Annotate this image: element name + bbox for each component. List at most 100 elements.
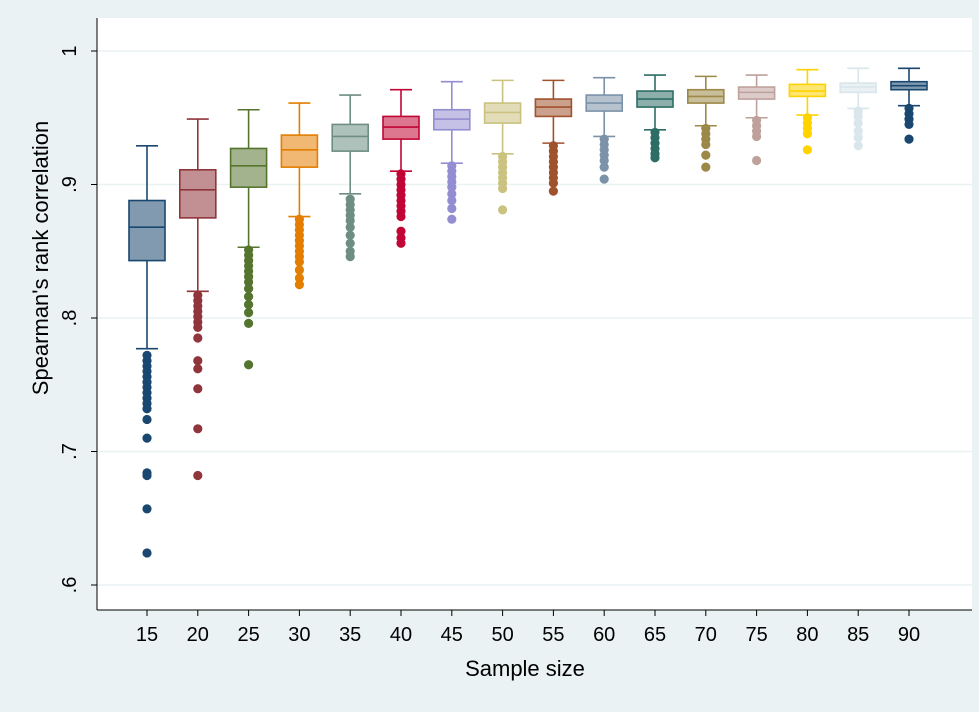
outlier-50-6	[498, 183, 508, 194]
y-tick-label-4: 1	[59, 45, 81, 56]
box-group-20	[179, 118, 217, 481]
outlier-15-14	[142, 470, 152, 481]
y-tick-label-1: .7	[59, 443, 81, 460]
outlier-70-4	[701, 150, 711, 160]
outlier-85-1	[853, 111, 863, 122]
box-25	[229, 147, 268, 188]
outlier-45-8	[447, 214, 457, 224]
x-axis-title: Sample size	[465, 656, 585, 681]
outlier-35-5	[345, 222, 355, 232]
outlier-45-7	[447, 203, 457, 214]
boxes	[128, 67, 928, 558]
x-tick-label-85: 85	[847, 624, 869, 646]
outlier-15-12	[142, 433, 152, 443]
x-tick-label-90: 90	[898, 624, 920, 646]
outlier-90-3	[904, 119, 914, 130]
outlier-40-11	[396, 238, 406, 248]
outlier-35-4	[345, 215, 355, 226]
outlier-85-4	[853, 133, 863, 143]
outlier-45-4	[447, 182, 457, 192]
x-tick-label-75: 75	[745, 624, 767, 646]
outlier-30-10	[294, 273, 304, 283]
outlier-15-10	[142, 404, 152, 414]
box-group-85	[839, 67, 878, 151]
axes	[96, 18, 972, 611]
x-tick-label-55: 55	[542, 624, 564, 646]
x-tick-label-30: 30	[288, 624, 310, 646]
outlier-20-8	[193, 356, 203, 366]
outlier-30-11	[294, 280, 304, 290]
outlier-25-7	[244, 284, 254, 294]
x-ticks: 15 20 25 30 35 40 45 50 55 60 65 70 75 80 85 90	[136, 610, 920, 646]
x-tick-label-25: 25	[237, 624, 259, 646]
y-ticks: .6 .7 .8 .9 1	[59, 45, 97, 593]
box-group-15	[128, 144, 166, 558]
outlier-25-8	[244, 292, 254, 302]
outlier-75-3	[752, 131, 762, 142]
outlier-20-6	[193, 322, 203, 332]
x-tick-label-50: 50	[491, 624, 513, 646]
outlier-80-3	[802, 129, 813, 139]
outlier-20-10	[193, 384, 203, 394]
box-20	[179, 169, 217, 219]
outlier-60-5	[599, 162, 609, 172]
outlier-20-12	[193, 470, 203, 481]
x-tick-label-20: 20	[187, 624, 209, 646]
box-group-75	[737, 74, 776, 166]
box-group-25	[229, 108, 268, 370]
outlier-20-9	[193, 364, 203, 374]
outlier-45-6	[447, 195, 457, 206]
box-group-60	[585, 76, 624, 184]
outlier-25-6	[244, 277, 254, 287]
outlier-20-11	[193, 424, 203, 434]
box-group-50	[483, 79, 522, 215]
box-group-35	[331, 94, 370, 262]
box-group-30	[280, 102, 319, 290]
outlier-35-9	[345, 251, 355, 262]
box-group-45	[432, 80, 471, 224]
box-group-55	[534, 79, 573, 196]
y-axis-title: Spearman's rank correlation	[28, 121, 53, 395]
box-35	[331, 123, 370, 152]
outlier-40-8	[396, 211, 406, 222]
box-group-90	[890, 67, 928, 144]
outlier-25-11	[244, 318, 254, 328]
plot-area-background	[97, 18, 972, 610]
box-30	[280, 134, 319, 168]
outlier-80-4	[802, 145, 813, 155]
outlier-85-2	[853, 118, 863, 128]
outlier-15-11	[142, 414, 152, 425]
outlier-20-7	[193, 333, 203, 343]
x-tick-label-60: 60	[593, 624, 615, 646]
box-15	[128, 199, 166, 262]
x-tick-label-70: 70	[695, 624, 717, 646]
outlier-45-5	[447, 189, 457, 199]
x-tick-label-40: 40	[390, 624, 412, 646]
outlier-15-15	[142, 504, 152, 514]
outlier-75-4	[752, 155, 762, 166]
outlier-60-4	[599, 155, 609, 166]
outlier-85-3	[853, 126, 863, 136]
x-tick-label-80: 80	[796, 624, 818, 646]
x-tick-label-35: 35	[339, 624, 361, 646]
outlier-30-9	[294, 265, 304, 275]
outlier-15-16	[142, 548, 152, 558]
outlier-40-9	[396, 226, 406, 236]
box-group-80	[788, 68, 827, 155]
outlier-85-5	[853, 141, 863, 151]
box-group-70	[686, 75, 725, 172]
outlier-35-7	[345, 238, 355, 248]
outlier-25-12	[244, 360, 254, 370]
outlier-35-6	[345, 230, 355, 240]
outlier-60-6	[599, 174, 609, 184]
y-tick-label-0: .6	[59, 577, 81, 594]
outlier-25-10	[244, 308, 254, 318]
box-group-65	[636, 74, 674, 163]
y-tick-label-2: .8	[59, 310, 81, 327]
x-tick-label-65: 65	[644, 624, 666, 646]
outlier-55-8	[548, 186, 559, 196]
outlier-65-5	[650, 153, 660, 163]
outlier-70-3	[701, 139, 711, 150]
